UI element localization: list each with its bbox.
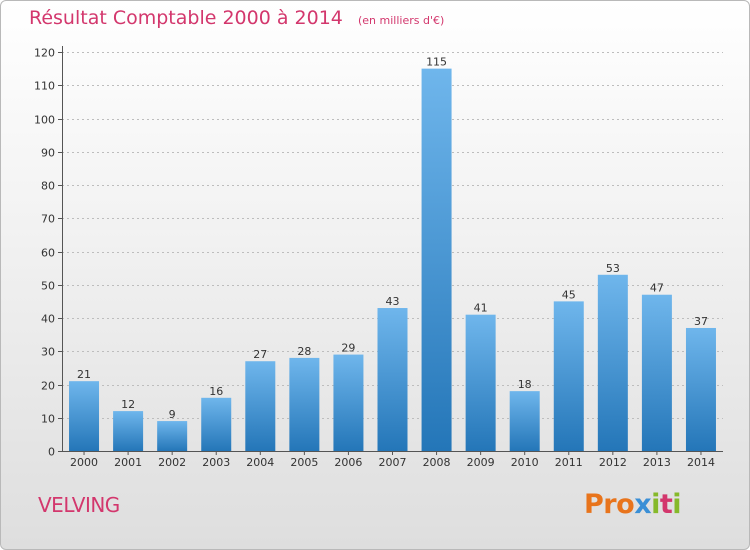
bar-2014 (685, 327, 716, 451)
data-label: 21 (77, 368, 91, 381)
logo-letter: x (634, 489, 652, 520)
bar-2011 (553, 301, 584, 451)
y-tick-label: 60 (41, 247, 55, 260)
bar-2003 (201, 397, 232, 451)
commune-name: VELVING (38, 493, 120, 517)
chart-title: Résultat Comptable 2000 à 2014 (29, 7, 343, 29)
bar-2007 (377, 308, 408, 451)
x-tick-label: 2013 (643, 456, 671, 469)
y-tick-label: 40 (41, 313, 55, 326)
logo-letter: i (672, 489, 682, 520)
title-row: Résultat Comptable 2000 à 2014 (en milli… (29, 7, 444, 29)
x-tick-label: 2008 (423, 456, 451, 469)
data-label: 47 (650, 282, 664, 295)
chart-subtitle: (en milliers d'€) (357, 14, 445, 27)
bar-2009 (465, 314, 496, 451)
x-tick-label: 2012 (599, 456, 627, 469)
data-label: 115 (426, 56, 447, 69)
logo-letter: t (659, 489, 673, 520)
data-label: 28 (297, 345, 311, 358)
bar-2005 (289, 357, 320, 451)
y-tick-label: 80 (41, 180, 55, 193)
x-tick-label: 2014 (687, 456, 715, 469)
y-tick-label: 70 (41, 213, 55, 226)
logo-letter: r (603, 489, 617, 520)
x-tick-label: 2007 (379, 456, 407, 469)
axes: 0 10 20 30 40 50 60 70 80 90 100 110 120 2000 2001 2002… (34, 46, 723, 469)
y-tick-label: 50 (41, 280, 55, 293)
logo-letter: P (584, 489, 604, 520)
data-label: 18 (518, 378, 532, 391)
y-tick-label: 110 (34, 80, 55, 93)
y-tick-label: 30 (41, 346, 55, 359)
x-tick-label: 2011 (555, 456, 583, 469)
y-tick-label: 100 (34, 114, 55, 127)
y-tick-label: 10 (41, 413, 55, 426)
x-tick-label: 2004 (246, 456, 274, 469)
x-tick-label: 2010 (511, 456, 539, 469)
data-label: 37 (694, 315, 708, 328)
x-tick-label: 2002 (158, 456, 186, 469)
bar-2004 (245, 361, 276, 451)
data-label: 53 (606, 262, 620, 275)
x-tick-label: 2000 (70, 456, 98, 469)
x-tick-label: 2005 (290, 456, 318, 469)
y-tick-label: 0 (48, 446, 55, 459)
logo-letter: i (651, 489, 660, 520)
y-tick-label: 120 (34, 47, 55, 60)
data-labels: 21 12 9 16 27 28 29 43 115 41 18 45 53 47 37 (77, 56, 708, 421)
logo-letter: o (616, 489, 635, 520)
data-label: 16 (209, 385, 223, 398)
bar-2012 (597, 274, 628, 451)
bar-2010 (509, 391, 540, 451)
bar-2002 (157, 421, 188, 451)
y-tick-label: 90 (41, 147, 55, 160)
data-label: 29 (341, 342, 355, 355)
data-label: 43 (386, 295, 400, 308)
bar-2013 (641, 294, 672, 451)
y-tick-label: 20 (41, 380, 55, 393)
x-tick-label: 2006 (334, 456, 362, 469)
bar-2000 (69, 381, 100, 451)
x-tick-label: 2009 (467, 456, 495, 469)
proxiti-logo[interactable]: Proxiti (584, 489, 682, 520)
data-label: 27 (253, 348, 267, 361)
x-tick-label: 2003 (202, 456, 230, 469)
data-label: 45 (562, 288, 576, 301)
data-label: 12 (121, 398, 135, 411)
bar-2008 (421, 68, 452, 451)
data-label: 41 (474, 302, 488, 315)
bar-2006 (333, 354, 364, 451)
bars (69, 68, 716, 451)
x-tick-label: 2001 (114, 456, 142, 469)
bar-2001 (113, 411, 144, 451)
data-label: 9 (169, 408, 176, 421)
